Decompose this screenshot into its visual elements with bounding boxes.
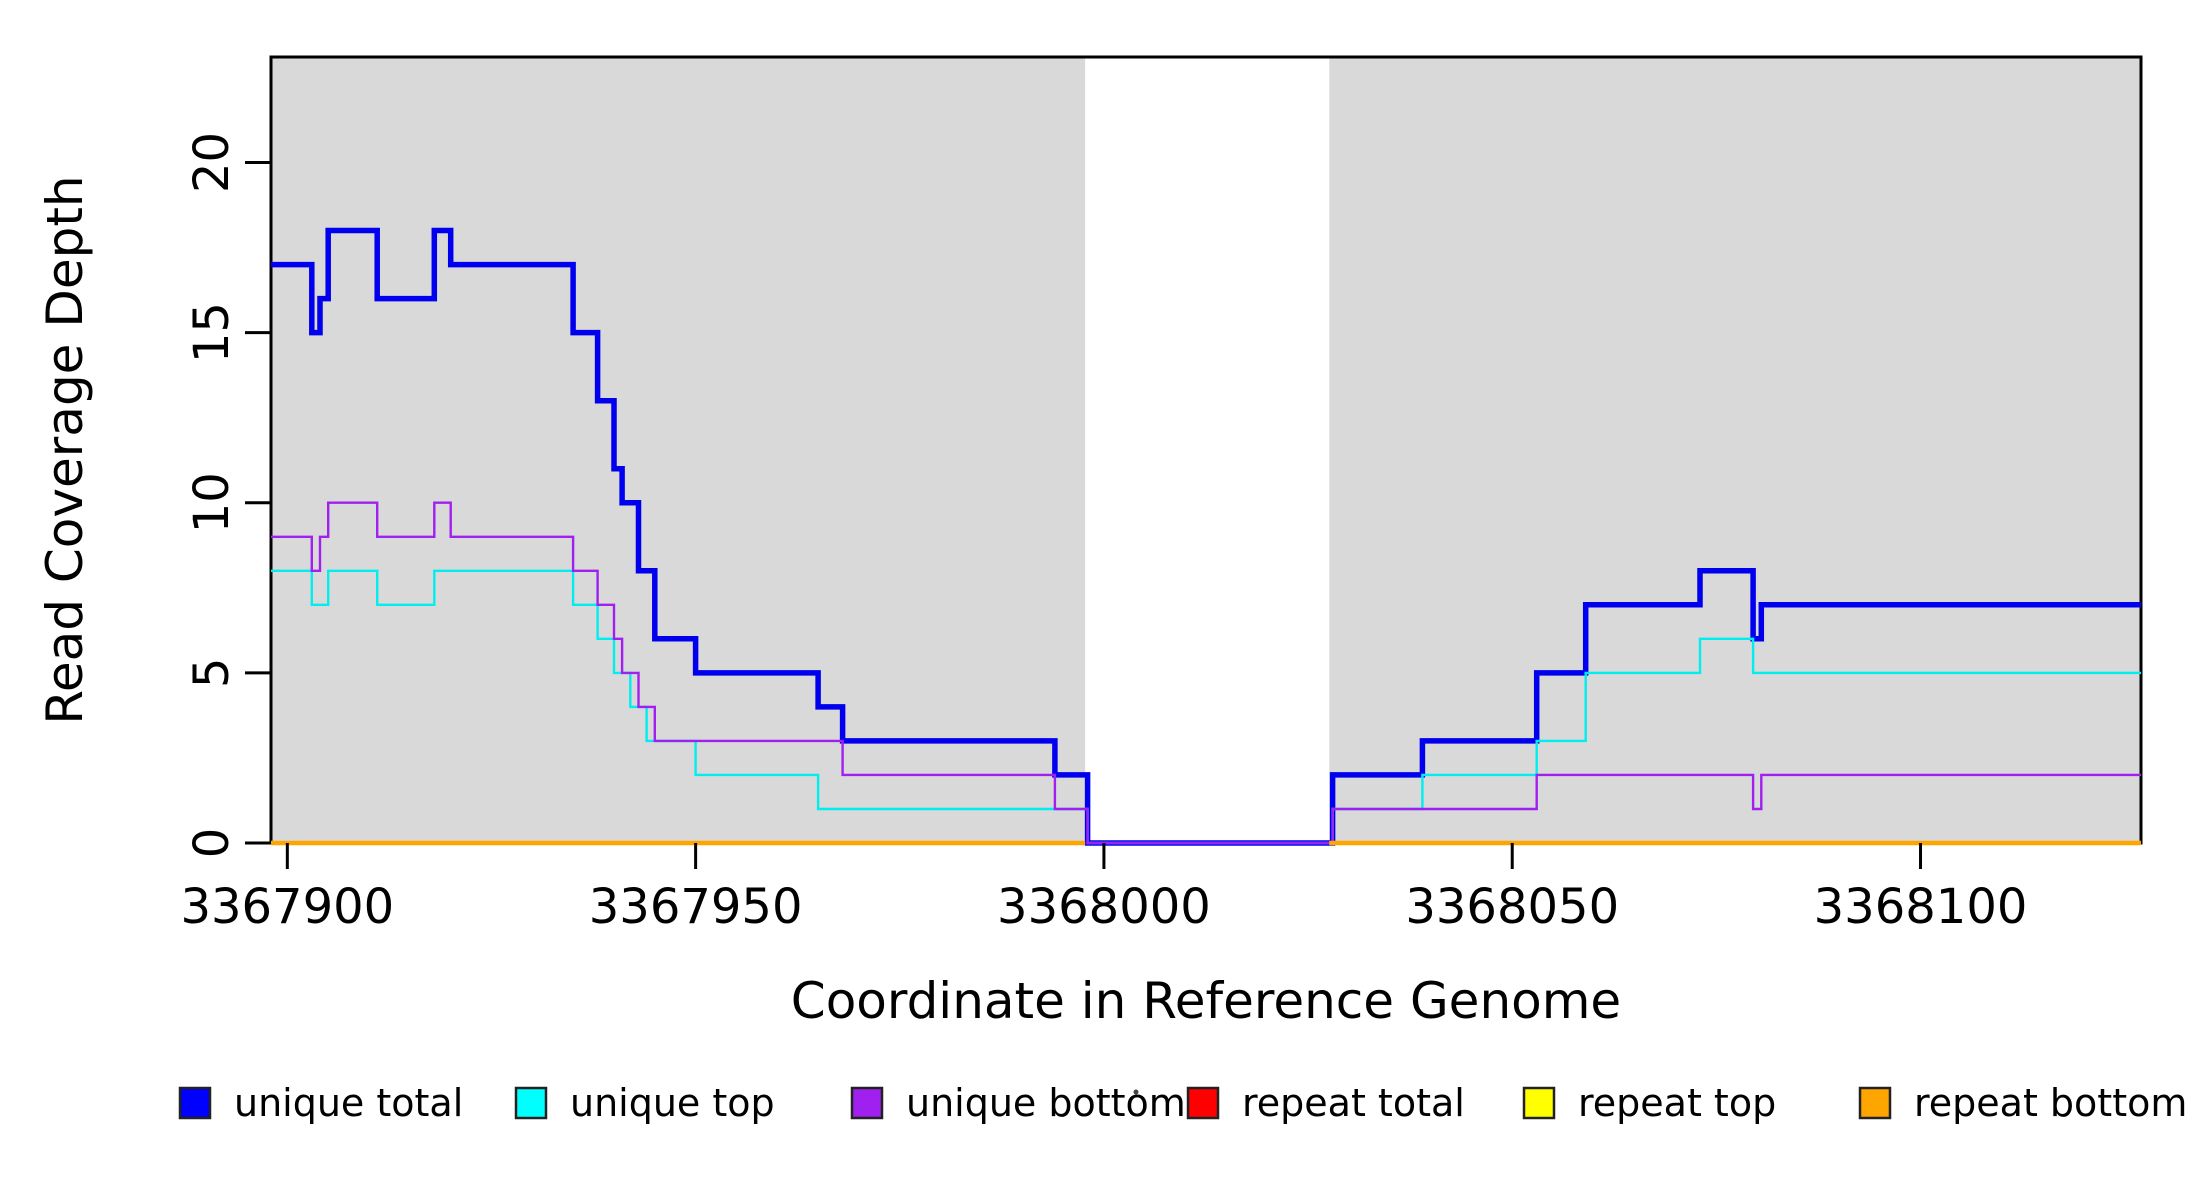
legend: unique total unique top unique bottom repea… [178,1081,2187,1125]
x-axis: 3367900 3367950 3368000 3368050 3368100 [180,843,2027,935]
legend-label: repeat total [1242,1081,1465,1125]
legend-label: unique top [570,1081,775,1125]
legend-item-unique-bottom: unique bottom [850,1081,1186,1125]
x-tick-label: 3368000 [997,879,1211,935]
y-tick-label: 15 [184,302,240,363]
legend-swatch [1522,1086,1556,1120]
legend-label: repeat top [1578,1081,1776,1125]
y-tick-label: 5 [184,658,240,689]
series-lines [271,227,2141,846]
legend-item-repeat-bottom: repeat bottom [1858,1081,2187,1125]
legend-swatch [178,1086,212,1120]
legend-swatch [1186,1086,1220,1120]
legend-item-repeat-total: repeat total [1186,1081,1465,1125]
y-axis-title: Read Coverage Depth [36,175,94,724]
x-tick-label: 3368050 [1405,879,1619,935]
legend-label: repeat bottom [1914,1081,2187,1125]
unique-region-left [271,57,1086,843]
x-tick-label: 3367900 [180,879,394,935]
x-tick-label: 3367950 [589,879,803,935]
y-axis: 0 5 10 15 20 [184,132,271,858]
legend-swatch [850,1086,884,1120]
y-tick-label: 20 [184,132,240,193]
x-axis-title: Coordinate in Reference Genome [791,972,1621,1030]
legend-swatch [514,1086,548,1120]
legend-item-unique-total: unique total [178,1081,463,1125]
legend-item-unique-top: unique top [514,1081,775,1125]
y-tick-label: 10 [184,472,240,533]
stray-dot [1133,1089,1139,1095]
plot-shaded-regions [271,57,2141,843]
x-tick-label: 3368100 [1814,879,2028,935]
series-line-unique-total [271,227,2141,846]
legend-item-repeat-top: repeat top [1522,1081,1776,1125]
series-line-unique-bottom [271,501,2141,845]
legend-label: unique bottom [906,1081,1186,1125]
unique-region-right [1329,57,2141,843]
y-tick-label: 0 [184,828,240,859]
legend-swatch [1858,1086,1892,1120]
legend-label: unique total [234,1081,463,1125]
